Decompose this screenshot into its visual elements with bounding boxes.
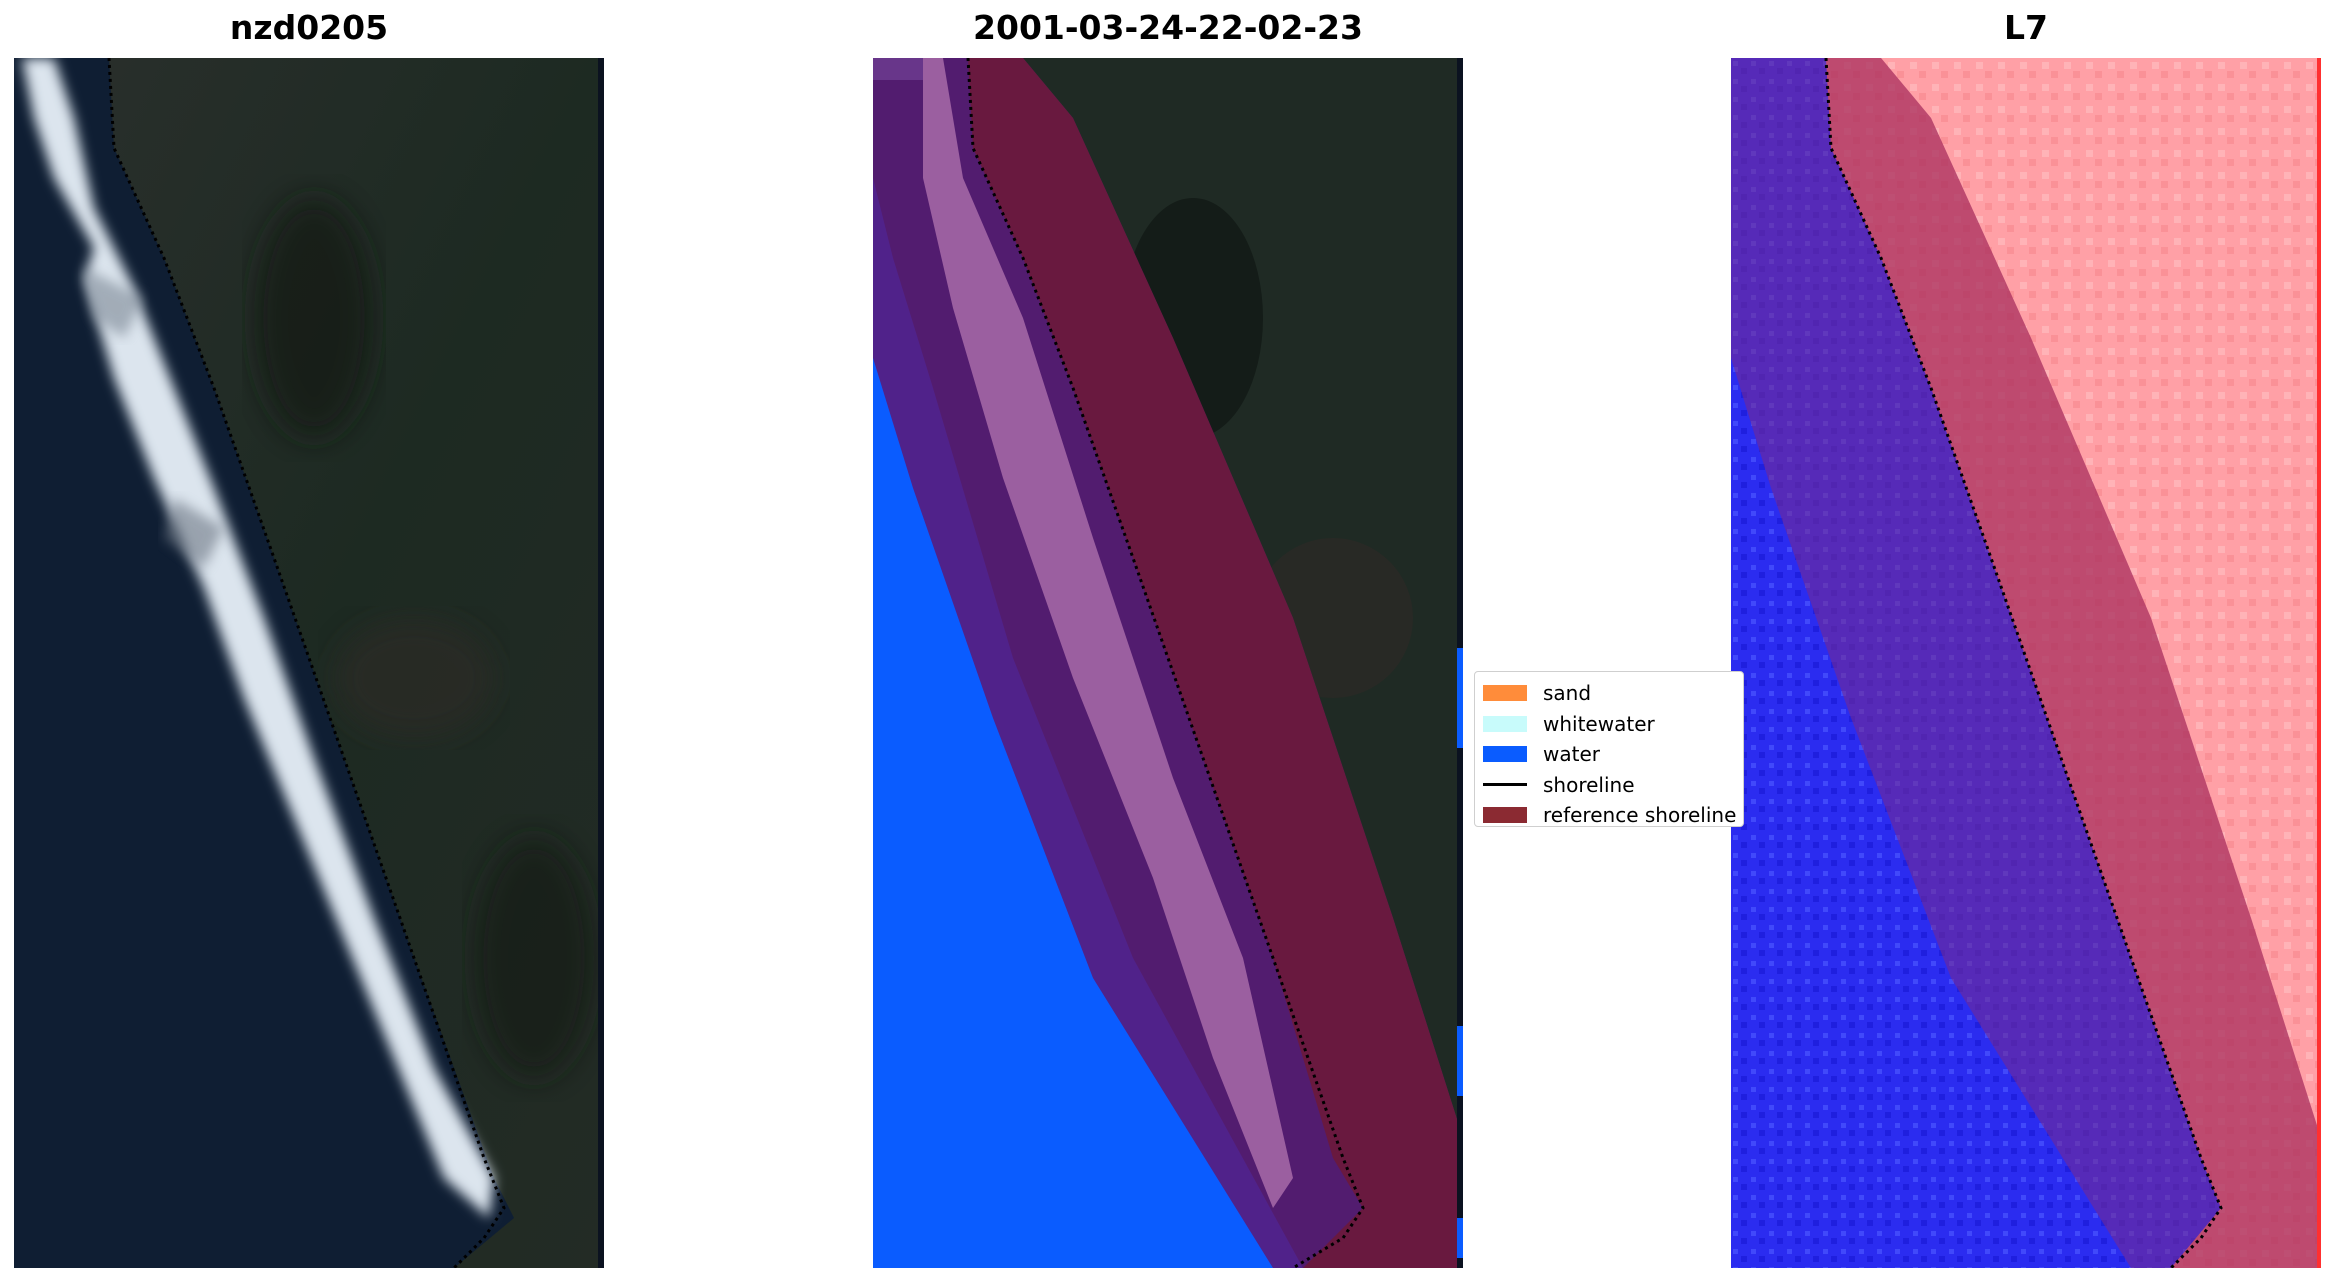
rgb-image-panel <box>14 58 604 1268</box>
legend: sand whitewater water shoreline referenc… <box>1474 671 1744 827</box>
water-class-area <box>873 58 1303 1268</box>
legend-item-whitewater: whitewater <box>1475 709 1743 740</box>
rgb-image <box>14 58 604 1268</box>
legend-item-shoreline: shoreline <box>1475 770 1743 801</box>
detected-shoreline <box>966 58 1365 1268</box>
legend-swatch-whitewater <box>1483 715 1527 732</box>
legend-line-shoreline <box>1483 783 1527 787</box>
detected-shoreline <box>107 58 506 1268</box>
index-image <box>1731 58 2321 1268</box>
legend-swatch-sand <box>1483 685 1527 702</box>
legend-swatch-water <box>1483 746 1527 763</box>
classified-image <box>873 58 1463 1268</box>
legend-item-water: water <box>1475 739 1743 770</box>
legend-label: reference shoreline <box>1543 803 1737 827</box>
legend-label: whitewater <box>1543 711 1655 736</box>
mixed-class-area <box>923 58 1293 1208</box>
panel-title-classified: 2001-03-24-22-02-23 <box>973 8 1363 47</box>
buffer-land-side <box>968 58 1463 1268</box>
classified-image-panel <box>873 58 1463 1268</box>
index-image-panel <box>1731 58 2321 1268</box>
legend-item-reference-shoreline: reference shoreline <box>1475 800 1743 827</box>
panel-title-index: L7 <box>2004 8 2048 47</box>
legend-label: sand <box>1543 681 1592 706</box>
legend-item-sand: sand <box>1475 678 1743 709</box>
surf-zone <box>22 58 494 1218</box>
panel-title-rgb: nzd0205 <box>229 8 389 47</box>
reference-shoreline-buffer <box>1731 58 2321 1268</box>
legend-label: water <box>1543 742 1600 767</box>
legend-swatch-reference-shoreline <box>1483 807 1527 824</box>
detected-shoreline <box>1824 58 2223 1268</box>
legend-label: shoreline <box>1543 772 1635 797</box>
